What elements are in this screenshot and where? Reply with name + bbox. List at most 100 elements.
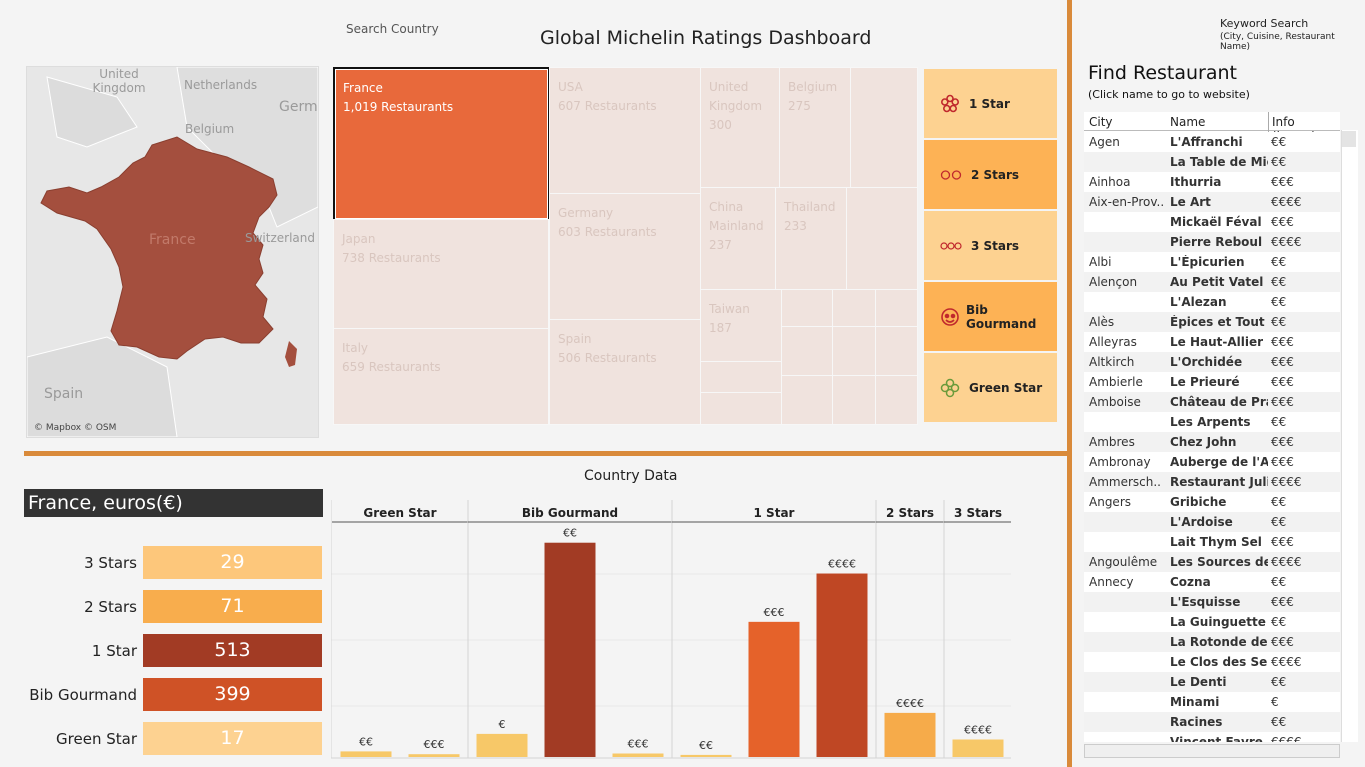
table-row[interactable]: La Table de Mic..€€ bbox=[1084, 152, 1340, 172]
row-price[interactable]: €€ bbox=[1271, 515, 1287, 529]
treemap-cell-united-kingdom[interactable]: United Kingdom 300 bbox=[700, 67, 780, 188]
table-row[interactable]: Les Arpents €€ bbox=[1084, 412, 1340, 432]
treemap-cell-small[interactable] bbox=[875, 289, 918, 327]
table-row[interactable]: Angoulême Les Sources de ..€€€€ bbox=[1084, 552, 1340, 572]
row-price[interactable]: €€€€ bbox=[1271, 655, 1302, 669]
treemap-cell-small[interactable] bbox=[875, 375, 918, 425]
row-price[interactable]: €€ bbox=[1271, 615, 1287, 629]
table-row[interactable]: L'Alezan €€ bbox=[1084, 292, 1340, 312]
row-price[interactable]: €€ bbox=[1271, 255, 1287, 269]
row-name-link[interactable]: Gribiche bbox=[1170, 495, 1227, 509]
row-name-link[interactable]: Le Denti bbox=[1170, 675, 1227, 689]
treemap-cell-small[interactable] bbox=[875, 326, 918, 376]
table-row[interactable]: Ambierle Le Prieuré €€€ bbox=[1084, 372, 1340, 392]
treemap-cell-small[interactable] bbox=[832, 375, 876, 425]
bar[interactable] bbox=[544, 542, 596, 757]
table-row[interactable]: Ammersch.. Restaurant Juli..€€€€ bbox=[1084, 472, 1340, 492]
row-name-link[interactable]: Le Haut-Allier bbox=[1170, 335, 1264, 349]
table-row[interactable]: La Rotonde des ..€€€ bbox=[1084, 632, 1340, 652]
row-price[interactable]: €€€ bbox=[1271, 535, 1294, 549]
row-name-link[interactable]: Le Clos des Sens bbox=[1170, 655, 1268, 669]
row-price[interactable]: €€€ bbox=[1271, 355, 1294, 369]
row-price[interactable]: €€ bbox=[1271, 495, 1287, 509]
row-name-link[interactable]: Racines bbox=[1170, 715, 1223, 729]
row-price[interactable]: €€€ bbox=[1271, 335, 1294, 349]
legend-1-star[interactable]: 1 Star bbox=[924, 69, 1057, 138]
row-name-link[interactable]: L'Affranchi bbox=[1170, 135, 1243, 149]
table-row[interactable]: Annecy Cozna €€ bbox=[1084, 572, 1340, 592]
row-name-link[interactable]: Chez John bbox=[1170, 435, 1237, 449]
row-name-link[interactable]: L'Alezan bbox=[1170, 295, 1227, 309]
kpi-value[interactable]: 513 bbox=[143, 634, 322, 667]
table-row[interactable]: Altkirch L'Orchidée €€€ bbox=[1084, 352, 1340, 372]
row-name-link[interactable]: Ithurria bbox=[1170, 175, 1222, 189]
row-price[interactable]: €€ bbox=[1271, 415, 1287, 429]
row-price[interactable]: €€ bbox=[1271, 275, 1287, 289]
table-row[interactable]: Alès Épices et Tout €€ bbox=[1084, 312, 1340, 332]
bar[interactable] bbox=[612, 753, 664, 757]
row-price[interactable]: €€€ bbox=[1271, 375, 1294, 389]
row-name-link[interactable]: Mickaël Féval bbox=[1170, 215, 1262, 229]
row-name-link[interactable]: Les Sources de .. bbox=[1170, 555, 1268, 569]
table-row[interactable]: Aix-en-Prov.. Le Art €€€€ bbox=[1084, 192, 1340, 212]
table-row[interactable]: Agen L'Affranchi €€ bbox=[1084, 132, 1340, 152]
bar[interactable] bbox=[476, 733, 528, 757]
table-row[interactable]: Alençon Au Petit Vatel €€ bbox=[1084, 272, 1340, 292]
price-bar-chart[interactable]: Green Star€€ €€€Bib Gourmand€€€€€€1 Star€… bbox=[331, 500, 1011, 760]
kpi-value[interactable]: 29 bbox=[143, 546, 322, 579]
treemap-cell-small[interactable] bbox=[781, 289, 833, 327]
row-price[interactable]: €€€ bbox=[1271, 635, 1294, 649]
row-name-link[interactable]: Cozna bbox=[1170, 575, 1211, 589]
row-price[interactable]: €€ bbox=[1271, 155, 1287, 169]
treemap-cell-japan[interactable]: Japan 738 Restaurants bbox=[333, 219, 549, 329]
vertical-scrollbar[interactable] bbox=[1341, 130, 1358, 742]
treemap-cell-germany[interactable]: Germany 603 Restaurants bbox=[549, 193, 701, 320]
horizontal-scrollbar[interactable] bbox=[1084, 744, 1340, 758]
row-name-link[interactable]: Épices et Tout bbox=[1170, 315, 1265, 329]
row-price[interactable]: €€€ bbox=[1271, 435, 1294, 449]
column-header-name[interactable]: Name bbox=[1170, 115, 1206, 129]
treemap-cell-small[interactable] bbox=[832, 326, 876, 376]
table-row[interactable]: L'Esquisse €€€ bbox=[1084, 592, 1340, 612]
row-name-link[interactable]: Lait Thym Sel bbox=[1170, 535, 1262, 549]
keyword-search-label[interactable]: Keyword Search bbox=[1220, 17, 1309, 30]
treemap-cell-small[interactable] bbox=[700, 392, 782, 425]
row-name-link[interactable]: L'Orchidée bbox=[1170, 355, 1243, 369]
table-row[interactable]: Ambres Chez John €€€ bbox=[1084, 432, 1340, 452]
table-row[interactable]: Alleyras Le Haut-Allier €€€ bbox=[1084, 332, 1340, 352]
search-country-label[interactable]: Search Country bbox=[346, 22, 439, 36]
row-name-link[interactable]: Minami bbox=[1170, 695, 1220, 709]
treemap-cell-spain[interactable]: Spain 506 Restaurants bbox=[549, 319, 701, 425]
kpi-value[interactable]: 71 bbox=[143, 590, 322, 623]
table-row[interactable]: Le Denti €€ bbox=[1084, 672, 1340, 692]
table-row[interactable]: Lait Thym Sel €€€ bbox=[1084, 532, 1340, 552]
treemap-cell-thailand[interactable]: Thailand 233 bbox=[775, 187, 847, 290]
row-price[interactable]: €€ bbox=[1271, 715, 1287, 729]
row-price[interactable]: €€€ bbox=[1271, 215, 1294, 229]
table-row[interactable]: Albi L'Épicurien €€ bbox=[1084, 252, 1340, 272]
treemap-cell-small[interactable] bbox=[700, 361, 782, 393]
table-row[interactable]: Le Clos des Sens€€€€ bbox=[1084, 652, 1340, 672]
treemap-cell-france[interactable]: France 1,019 Restaurants bbox=[333, 67, 550, 221]
table-row[interactable]: Mickaël Féval €€€ bbox=[1084, 212, 1340, 232]
country-treemap[interactable]: France 1,019 Restaurants USA 607 Restauran… bbox=[333, 67, 918, 425]
row-name-link[interactable]: Vincent Favre F.. bbox=[1170, 735, 1268, 742]
row-name-link[interactable]: La Rotonde des .. bbox=[1170, 635, 1268, 649]
row-name-link[interactable]: La Table de Mic.. bbox=[1170, 155, 1268, 169]
row-name-link[interactable]: L'Esquisse bbox=[1170, 595, 1241, 609]
row-name-link[interactable]: Le Prieuré bbox=[1170, 375, 1240, 389]
row-name-link[interactable]: L'Épicurien bbox=[1170, 255, 1245, 269]
row-name-link[interactable]: L'Ardoise bbox=[1170, 515, 1233, 529]
restaurant-table[interactable]: City Name Info (hover) AgenL'Affranchi€€… bbox=[1084, 112, 1340, 742]
legend-2-stars[interactable]: 2 Stars bbox=[924, 140, 1057, 209]
kpi-value[interactable]: 399 bbox=[143, 678, 322, 711]
row-price[interactable]: €€€€ bbox=[1271, 555, 1302, 569]
bar[interactable] bbox=[952, 739, 1004, 757]
row-price[interactable]: € bbox=[1271, 695, 1279, 709]
treemap-cell-small[interactable] bbox=[832, 289, 876, 327]
table-row[interactable]: L'Ardoise €€ bbox=[1084, 512, 1340, 532]
row-price[interactable]: €€€€ bbox=[1271, 235, 1302, 249]
table-row[interactable]: Amboise Château de Pray€€€ bbox=[1084, 392, 1340, 412]
kpi-value[interactable]: 17 bbox=[143, 722, 322, 755]
row-name-link[interactable]: Auberge de l'Ab.. bbox=[1170, 455, 1268, 469]
